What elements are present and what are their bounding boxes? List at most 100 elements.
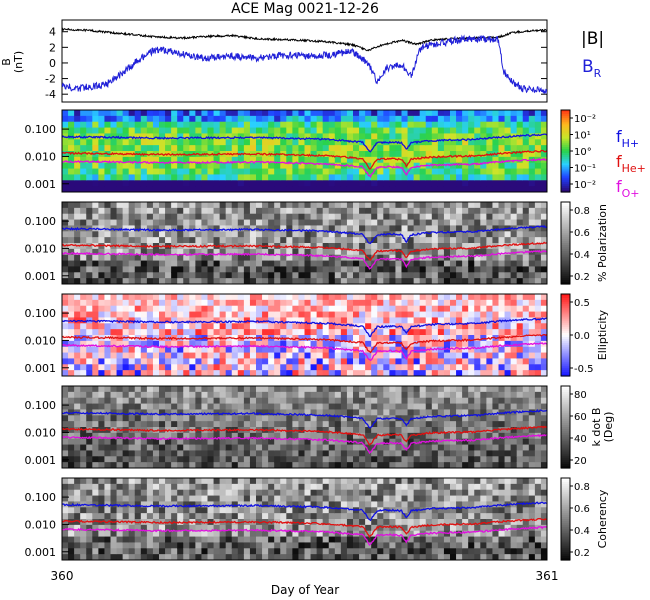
heatmap-cell (256, 180, 263, 187)
heatmap-cell (504, 438, 512, 446)
heatmap-cell (237, 329, 245, 336)
heatmap-cell (249, 110, 257, 117)
heatmap-cell (122, 168, 130, 176)
heatmap-cell (92, 415, 99, 422)
heatmap-cell (116, 530, 124, 538)
heatmap-cell (316, 115, 324, 123)
heatmap-cell (450, 151, 457, 158)
heatmap-cell (310, 364, 318, 371)
heatmap-cell (431, 329, 439, 336)
heatmap-cell (122, 513, 130, 520)
heatmap-cell (462, 127, 469, 135)
heatmap-cell (237, 305, 245, 313)
heatmap-cell (425, 456, 433, 463)
heatmap-cell (540, 450, 547, 457)
heatmap-cell (292, 364, 300, 371)
heatmap-cell (377, 391, 384, 399)
colorbar-step (561, 355, 570, 359)
heatmap-cell (377, 243, 384, 250)
heatmap-cell (456, 323, 463, 330)
heatmap-cell (256, 115, 263, 123)
heatmap-cell (522, 409, 530, 416)
heatmap-cell (316, 444, 324, 452)
heatmap-cell (280, 415, 287, 422)
heatmap-cell (207, 260, 215, 268)
heatmap-cell (468, 168, 475, 176)
heatmap-cell (510, 462, 518, 468)
heatmap-cell (159, 519, 166, 526)
heatmap-cell (146, 237, 154, 244)
heatmap-cell (98, 450, 106, 457)
heatmap-cell (443, 272, 451, 279)
heatmap-cell (280, 323, 287, 330)
heatmap-cell (389, 156, 397, 164)
heatmap-cell (328, 397, 336, 405)
heatmap-cell (462, 346, 469, 354)
heatmap-cell (486, 444, 494, 452)
heatmap-cell (450, 358, 457, 365)
heatmap-cell (159, 364, 166, 371)
heatmap-cell (207, 346, 215, 354)
heatmap-cell (504, 162, 512, 170)
heatmap-cell (177, 427, 184, 434)
heatmap-cell (534, 305, 542, 313)
heatmap-cell (104, 180, 112, 187)
heatmap-cell (195, 186, 203, 192)
heatmap-cell (146, 450, 154, 457)
heatmap-cell (443, 438, 451, 446)
heatmap-cell (80, 213, 87, 221)
heatmap-cell (328, 391, 336, 399)
heatmap-cell (419, 299, 427, 307)
heatmap-cell (62, 340, 69, 348)
colorbar-tick-label: 10⁻² (574, 180, 596, 191)
y-tick-label: -4 (45, 88, 56, 101)
heatmap-cell (353, 340, 360, 348)
heatmap-cell (274, 121, 281, 129)
heatmap-cell (140, 542, 148, 549)
heatmap-cell (328, 243, 336, 250)
heatmap-cell (450, 266, 457, 273)
heatmap-cell (425, 409, 433, 416)
heatmap-cell (292, 162, 300, 170)
heatmap-cell (98, 231, 106, 238)
heatmap-cell (146, 403, 154, 411)
heatmap-cell (389, 174, 397, 181)
heatmap-cell (152, 299, 160, 307)
heatmap-cell (110, 127, 118, 135)
heatmap-cell (298, 133, 306, 140)
heatmap-cell (353, 180, 360, 187)
heatmap-cell (480, 340, 487, 348)
heatmap-cell (122, 145, 130, 152)
heatmap-cell (534, 243, 542, 250)
heatmap-cell (280, 219, 287, 227)
heatmap-cell (298, 219, 306, 227)
heatmap-cell (322, 335, 330, 342)
heatmap-cell (110, 115, 118, 123)
colorbar-step (561, 218, 570, 222)
heatmap-cell (450, 421, 457, 428)
heatmap-cell (492, 444, 500, 452)
heatmap-cell (165, 237, 172, 244)
heatmap-cell (340, 213, 348, 221)
colorbar: 0.50.0-0.5 (560, 293, 594, 377)
heatmap-cell (516, 444, 524, 452)
heatmap-cell (340, 444, 348, 452)
heatmap-cell (340, 225, 348, 232)
heatmap-cell (401, 323, 409, 330)
heatmap-cell (474, 427, 481, 434)
heatmap-cell (304, 317, 312, 324)
heatmap-cell (468, 121, 475, 129)
heatmap-cell (359, 219, 366, 227)
heatmap-cell (353, 278, 360, 284)
heatmap-cell (443, 450, 451, 457)
heatmap-cell (480, 311, 487, 319)
heatmap-cell (183, 110, 190, 117)
heatmap-cell (407, 174, 415, 181)
heatmap-cell (292, 294, 300, 301)
heatmap-cell (504, 145, 512, 152)
heatmap-cell (456, 397, 463, 405)
heatmap-cell (528, 213, 536, 221)
heatmap-cell (316, 427, 324, 434)
heatmap-cell (249, 364, 257, 371)
heatmap-cell (328, 294, 336, 301)
